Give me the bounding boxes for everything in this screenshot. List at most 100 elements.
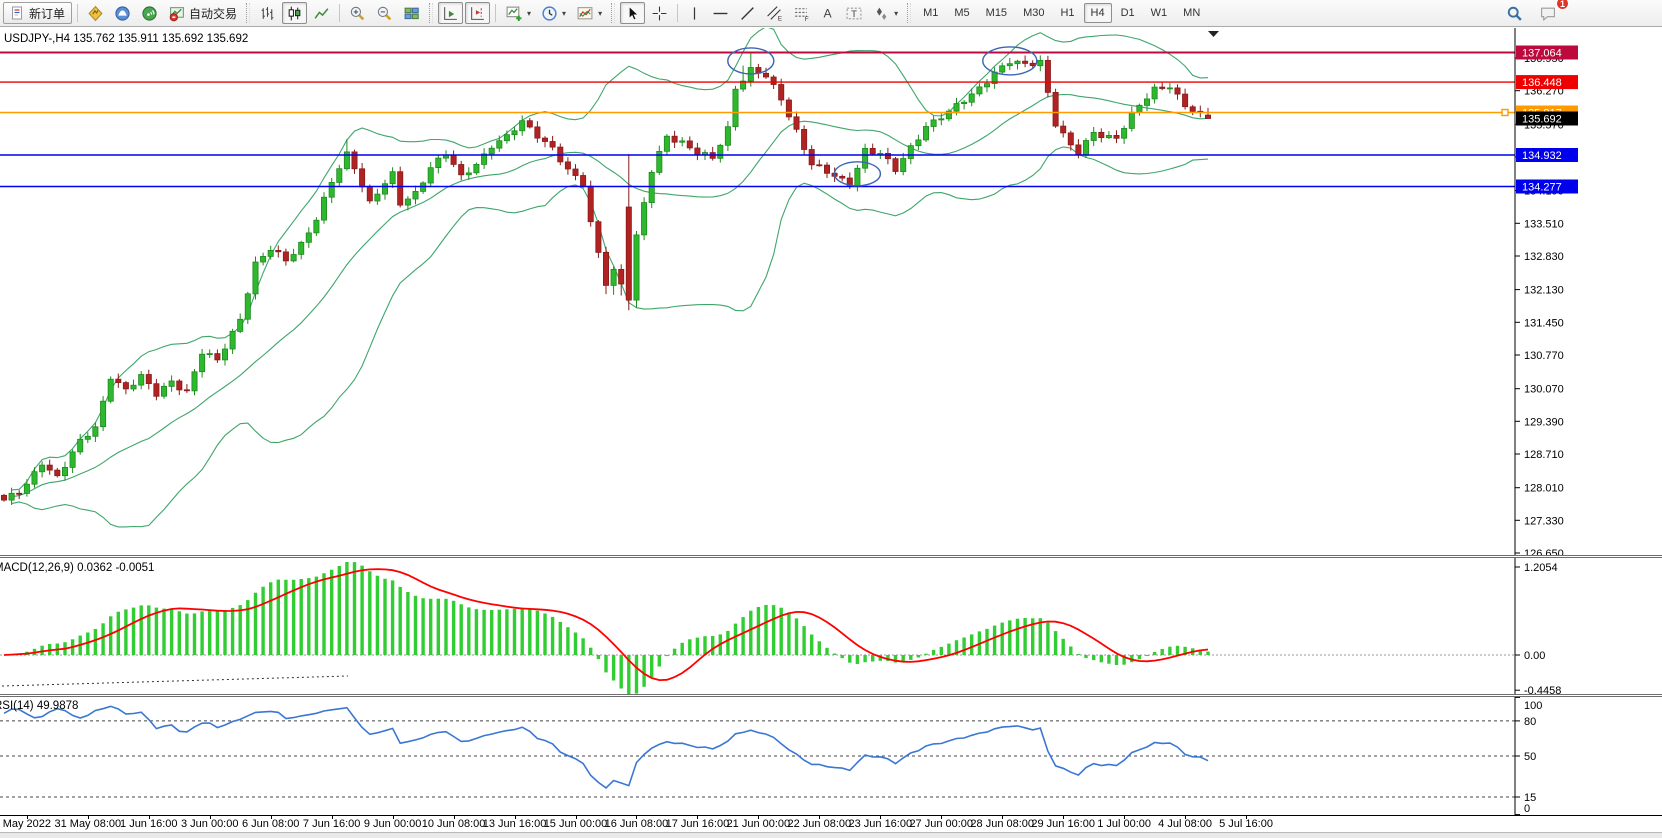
time-tick: [941, 816, 943, 819]
timeframe-H1[interactable]: H1: [1053, 3, 1081, 23]
timeframe-H4[interactable]: H4: [1083, 3, 1112, 23]
time-label: 22 Jun 08:00: [787, 818, 852, 830]
text-label-tool-button[interactable]: T: [841, 2, 867, 24]
ellipse-annotation-2[interactable]: [982, 46, 1038, 76]
toolbar-drag-handle[interactable]: [429, 3, 434, 23]
chat-notification-badge: 1: [1556, 0, 1569, 10]
toolbar-drag-handle[interactable]: [246, 3, 251, 23]
templates-button[interactable]: ▾: [572, 2, 606, 24]
vertical-line-icon: [693, 6, 696, 20]
shift-marker-icon[interactable]: [1208, 31, 1219, 37]
text-icon: A: [824, 6, 833, 20]
periods-button[interactable]: ▾: [537, 2, 570, 24]
timeframe-MN[interactable]: MN: [1176, 3, 1207, 23]
crosshair-tool-button[interactable]: [647, 2, 672, 24]
time-tick: [209, 816, 211, 819]
timeframe-M15[interactable]: M15: [979, 3, 1014, 23]
timeframe-M5[interactable]: M5: [947, 3, 976, 23]
svg-text:T: T: [851, 9, 857, 20]
time-tick: [392, 816, 394, 819]
autotrading-button[interactable]: 自动交易: [164, 2, 241, 24]
new-order-button[interactable]: 新订单: [3, 2, 73, 24]
time-label: 16 Jun 08:00: [604, 818, 669, 830]
templates-icon: [577, 6, 593, 19]
zoom-out-button[interactable]: [372, 2, 397, 24]
tile-windows-button[interactable]: [399, 2, 424, 24]
indicators-button[interactable]: ▾: [501, 2, 535, 24]
auto-scroll-button[interactable]: [438, 2, 464, 24]
panel-divider[interactable]: [0, 555, 1662, 558]
svg-text:136.448: 136.448: [1522, 77, 1562, 89]
candlestick-mode-button[interactable]: [282, 2, 308, 24]
macd-signal-line: [3, 568, 1209, 682]
horizontal-line-tool-button[interactable]: [708, 2, 733, 24]
time-tick: [1124, 816, 1126, 819]
svg-text:F: F: [805, 15, 809, 21]
trendline-tool-button[interactable]: [735, 2, 760, 24]
zoom-in-button[interactable]: [345, 2, 370, 24]
channel-tool-button[interactable]: E: [762, 2, 787, 24]
time-label: 27 Jun 00:00: [909, 818, 974, 830]
timeframe-M1[interactable]: M1: [916, 3, 945, 23]
trendline-icon: [741, 6, 754, 20]
ask-line-handle[interactable]: [1501, 108, 1509, 117]
time-tick: [697, 816, 699, 819]
macd-panel[interactable]: 1.2054 0.00 -0.4458 MACD(12,26,9) 0.0362 -0…: [0, 558, 1662, 694]
arrows-tool-button[interactable]: ▾: [869, 2, 902, 24]
svg-text:A: A: [824, 6, 833, 20]
rsi-scale-label: 100: [1524, 700, 1542, 712]
bar-chart-mode-button[interactable]: [255, 2, 280, 24]
time-tick: [87, 816, 89, 819]
news-signals-button[interactable]: [137, 2, 162, 24]
text-tool-button[interactable]: A: [816, 2, 839, 24]
price-badge: 134.932: [1516, 148, 1578, 162]
crosshair-icon: [652, 6, 667, 20]
price-badge: 134.277: [1516, 179, 1578, 194]
ellipse-annotation-1[interactable]: [727, 47, 775, 75]
search-button[interactable]: [1502, 2, 1527, 24]
toolbar-right-group: 1: [1501, 0, 1569, 24]
dropdown-caret-icon: ▾: [527, 8, 532, 18]
time-tick: [331, 816, 333, 819]
timeframe-M30[interactable]: M30: [1016, 3, 1051, 23]
metaeditor-button[interactable]: [83, 2, 108, 24]
chat-button[interactable]: [1535, 2, 1561, 24]
separator: [495, 4, 497, 22]
timeframe-W1[interactable]: W1: [1144, 3, 1175, 23]
dropdown-caret-icon: ▾: [598, 8, 603, 18]
rsi-panel[interactable]: 100 80 50 150 RSI(14) 49.9878: [0, 697, 1662, 815]
rsi-label: RSI(14) 49.9878: [0, 700, 78, 712]
time-tick: [270, 816, 272, 819]
mql5-community-button[interactable]: [110, 2, 135, 24]
fibonacci-tool-button[interactable]: F: [789, 2, 814, 24]
candlestick-mode-icon: [288, 6, 301, 20]
macd-histogram: [9, 562, 1210, 694]
toolbar-drag-handle[interactable]: [907, 3, 912, 23]
time-axis[interactable]: May 2022 31 May 08:00 1 Jun 16:00 3 Jun 00:…: [0, 815, 1662, 832]
ellipse-annotation-3[interactable]: [833, 161, 882, 187]
time-tick: [758, 816, 760, 819]
cursor-icon: [629, 5, 639, 20]
dotted-trendline-annotation[interactable]: [1, 675, 349, 687]
line-chart-mode-button[interactable]: [309, 2, 334, 24]
bollinger-lower-band: [11, 146, 1209, 528]
toolbar-drag-handle[interactable]: [611, 3, 616, 23]
rsi-scale-label: 0: [1524, 803, 1530, 815]
chart-shift-button[interactable]: [465, 2, 491, 24]
dropdown-caret-icon: ▾: [562, 8, 567, 18]
cursor-tool-button[interactable]: [620, 2, 646, 24]
timeframe-D1[interactable]: D1: [1114, 3, 1142, 23]
time-tick: [636, 816, 638, 819]
main-price-chart[interactable]: 136.950136.270135.570134.890134.190133.5…: [0, 28, 1662, 555]
time-label: 23 Jun 16:00: [848, 818, 913, 830]
time-label: 4 Jul 08:00: [1158, 818, 1213, 830]
panel-divider[interactable]: [0, 694, 1662, 697]
time-label: 7 Jun 16:00: [302, 818, 361, 830]
time-label: 6 Jun 08:00: [241, 818, 300, 830]
macd-scale-label: -0.4458: [1524, 685, 1561, 694]
time-tick: [819, 816, 821, 819]
chart-canvas[interactable]: 136.950136.270135.570134.890134.190133.5…: [0, 28, 1662, 838]
bollinger-middle-band: [11, 93, 1209, 498]
vertical-line-tool-button[interactable]: [683, 2, 706, 24]
